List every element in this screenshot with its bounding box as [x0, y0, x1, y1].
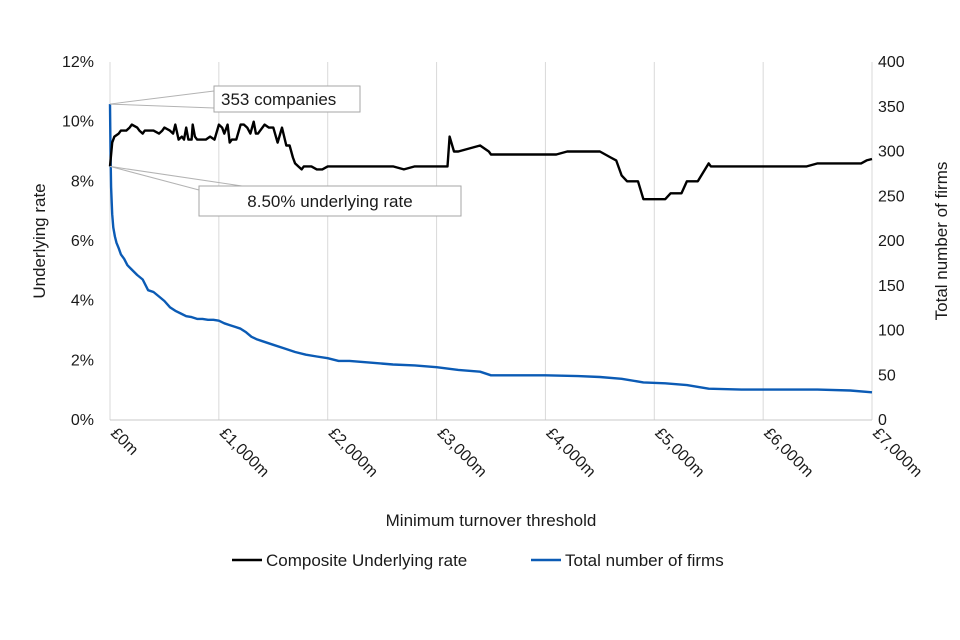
x-tick-label: £1,000m — [216, 425, 272, 481]
left-tick-label: 10% — [62, 114, 94, 131]
left-tick-label: 2% — [71, 352, 94, 369]
x-tick-label: £2,000m — [325, 425, 381, 481]
x-tick-label: £7,000m — [869, 425, 925, 481]
left-tick-label: 8% — [71, 173, 94, 190]
right-tick-label: 150 — [878, 278, 905, 295]
x-tick-label: £5,000m — [651, 425, 707, 481]
left-tick-label: 4% — [71, 293, 94, 310]
right-tick-label: 0 — [878, 412, 887, 429]
series-line-underlying-rate — [108, 120, 873, 201]
callouts: 353 companies 8.50% underlying rate — [109, 85, 462, 217]
series-line-total-firms — [108, 104, 873, 394]
left-tick-label: 12% — [62, 54, 94, 71]
callout-label-companies: 353 companies — [221, 90, 336, 109]
callout-box-companies — [213, 85, 361, 113]
x-axis-ticks: £0m £1,000m £2,000m £3,000m £4,000m £5,000m £6… — [107, 425, 925, 481]
right-tick-label: 100 — [878, 323, 905, 340]
vertical-gridlines — [109, 62, 873, 420]
callout-leader-companies — [109, 103, 215, 109]
left-axis-ticks: 0% 2% 4% 6% 8% 10% 12% — [62, 54, 94, 429]
legend-label-underlying-rate: Composite Underlying rate — [266, 551, 467, 570]
right-tick-label: 300 — [878, 144, 905, 161]
series-lines — [108, 104, 873, 394]
legend-label-total-firms: Total number of firms — [565, 551, 724, 570]
callout-label-rate: 8.50% underlying rate — [247, 192, 412, 211]
left-tick-label: 6% — [71, 233, 94, 250]
callout-leader-rate — [109, 165, 200, 191]
right-tick-label: 350 — [878, 99, 905, 116]
left-axis-title: Underlying rate — [30, 183, 49, 298]
x-tick-label: £6,000m — [760, 425, 816, 481]
callout-leader-companies — [109, 90, 215, 105]
right-axis-ticks: 0 50 100 150 200 250 300 350 400 — [878, 54, 905, 429]
callout-box-rate — [198, 185, 462, 217]
x-tick-label: £0m — [107, 425, 141, 459]
x-axis-title: Minimum turnover threshold — [386, 511, 597, 530]
right-tick-label: 200 — [878, 233, 905, 250]
callout-leader-rate — [109, 165, 243, 187]
right-tick-label: 50 — [878, 367, 896, 384]
x-tick-label: £3,000m — [434, 425, 490, 481]
x-tick-label: £4,000m — [543, 425, 599, 481]
right-tick-label: 400 — [878, 54, 905, 71]
legend: Composite Underlying rate Total number o… — [232, 551, 724, 570]
left-tick-label: 0% — [71, 412, 94, 429]
right-axis-title: Total number of firms — [932, 162, 951, 321]
right-tick-label: 250 — [878, 188, 905, 205]
